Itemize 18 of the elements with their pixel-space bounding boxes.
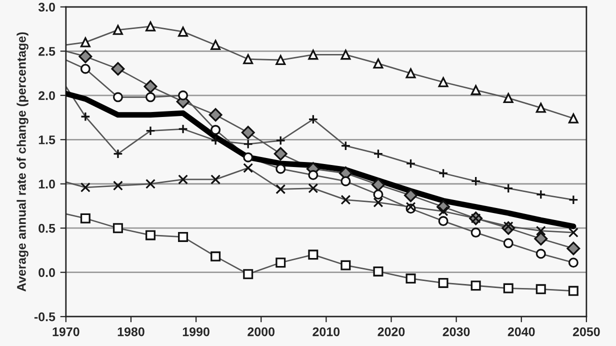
y-tick-label: 1.5 bbox=[38, 136, 56, 144]
x-tick-label: 1970 bbox=[52, 327, 80, 336]
y-tick-label: 0.0 bbox=[38, 268, 55, 278]
y-tick-label: 0.5 bbox=[38, 224, 56, 233]
y-tick-label: 1.0 bbox=[38, 180, 55, 189]
x-tick-label: 2030 bbox=[442, 327, 470, 336]
x-tick-label: 2010 bbox=[312, 327, 340, 336]
y-tick-label: 2.0 bbox=[38, 91, 55, 100]
x-tick-label: 2020 bbox=[378, 327, 405, 336]
x-tick-label: 2000 bbox=[248, 327, 274, 336]
x-tick-label: 1980 bbox=[118, 327, 144, 336]
y-axis-title: Average annual rate of change (percentage) bbox=[16, 32, 28, 292]
x-tick-label: 1990 bbox=[182, 327, 210, 336]
x-tick-label: 2040 bbox=[508, 327, 535, 336]
y-tick-label: -0.5 bbox=[34, 312, 56, 322]
y-tick-label: 2.5 bbox=[38, 46, 56, 56]
y-tick-label: 3.0 bbox=[38, 2, 55, 12]
x-tick-label: 2050 bbox=[572, 327, 600, 336]
